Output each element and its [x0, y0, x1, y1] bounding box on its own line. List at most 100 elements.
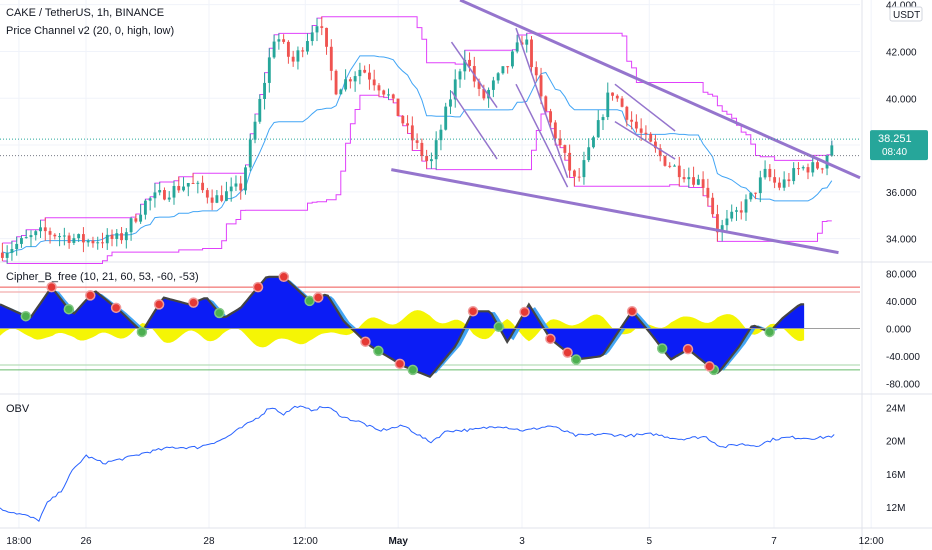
cipher-sell-dot	[704, 361, 715, 372]
candle	[630, 111, 634, 130]
wedge-lower-trendline[interactable]	[391, 168, 839, 255]
candle	[568, 144, 572, 178]
flag-trendline[interactable]	[515, 27, 569, 179]
candle-body	[105, 234, 109, 244]
currency-tag-box	[889, 6, 923, 22]
price-channel-label: Price Channel v2 (20, 0, high, low)	[6, 25, 174, 37]
candle-body	[687, 177, 691, 180]
candle	[124, 228, 128, 249]
flag-trendline[interactable]	[614, 121, 676, 160]
candle	[153, 183, 157, 208]
candle-body	[444, 106, 448, 130]
last-price-box	[870, 130, 928, 161]
candle	[15, 236, 19, 256]
candle	[558, 129, 562, 148]
candle	[105, 228, 109, 250]
candle	[420, 138, 424, 162]
price-pane[interactable]	[0, 0, 861, 264]
last-price-label[interactable]: 38.251 08:40	[870, 130, 928, 161]
candle	[62, 227, 66, 246]
price-tick: 44.000	[886, 1, 917, 12]
candle-body	[410, 125, 414, 141]
candle	[372, 69, 376, 91]
candle	[777, 177, 781, 191]
time-label: 12:00	[859, 536, 884, 547]
candle	[458, 68, 462, 88]
obv-line	[0, 405, 835, 523]
candle	[296, 46, 300, 70]
time-scale[interactable]: 18:00 26 28 12:00 May 3 5 7 12:00	[6, 536, 884, 547]
candle	[86, 238, 90, 247]
candle-body	[558, 138, 562, 146]
candle-body	[81, 234, 85, 243]
candle	[34, 229, 38, 241]
candle-body	[272, 41, 276, 58]
candle	[29, 230, 33, 247]
cipher-sell-dot	[562, 347, 573, 358]
candle-body	[801, 167, 805, 169]
wedge-upper-trendline[interactable]	[459, 0, 861, 180]
price-tick: 34.000	[886, 235, 917, 246]
candle	[129, 217, 133, 241]
candle-body	[534, 67, 538, 76]
candle-body	[110, 234, 114, 239]
candle	[201, 175, 205, 193]
candle-body	[615, 95, 619, 99]
candle	[501, 66, 505, 75]
candle-body	[477, 81, 481, 89]
price-tick: 36.000	[886, 188, 917, 199]
candle-body	[463, 59, 467, 72]
candle	[368, 64, 371, 90]
flag-trendline[interactable]	[450, 90, 498, 160]
candle-body	[539, 75, 543, 97]
currency-tag[interactable]: USDT	[889, 6, 923, 22]
candle	[172, 180, 176, 205]
obv-pane[interactable]	[0, 405, 835, 523]
candle-body	[196, 182, 200, 184]
candle-body	[48, 231, 52, 235]
candle-body	[730, 211, 734, 219]
candle	[358, 62, 362, 85]
obv-label: OBV	[6, 403, 30, 415]
candle-body	[43, 227, 47, 232]
candle	[253, 113, 257, 144]
candle	[634, 114, 638, 133]
candle	[177, 176, 181, 193]
cipher-buy-dot	[304, 295, 315, 307]
candle	[596, 110, 600, 138]
candle	[625, 105, 629, 127]
candle-body	[67, 235, 71, 243]
candle-body	[239, 183, 243, 191]
candle-body	[792, 168, 796, 182]
cipher-b-pane[interactable]	[0, 271, 860, 379]
flag-trendline[interactable]	[614, 83, 676, 132]
candle-body	[544, 96, 548, 112]
candle-body	[191, 182, 195, 184]
candle	[210, 189, 214, 211]
cipher-buy-dot	[407, 364, 419, 376]
candle	[48, 227, 52, 244]
candle	[239, 175, 243, 200]
candle	[763, 160, 767, 180]
price-scale[interactable]: 44.00042.00040.00038.00036.00034.00080.0…	[870, 1, 928, 515]
candle-body	[830, 145, 834, 156]
candle	[143, 199, 147, 220]
candle	[530, 36, 533, 75]
candle	[325, 27, 328, 55]
candle-body	[306, 41, 309, 52]
candle-body	[406, 123, 409, 126]
candle	[515, 35, 519, 54]
candle	[348, 77, 352, 89]
candle-body	[739, 210, 743, 213]
candle-body	[172, 185, 176, 198]
flag-trendline[interactable]	[450, 41, 498, 109]
price-tick: 42.000	[886, 47, 917, 58]
flag-trendline[interactable]	[515, 83, 569, 188]
candle-body	[525, 39, 529, 45]
candle-body	[587, 147, 591, 161]
candle-body	[401, 115, 405, 124]
candle-body	[115, 233, 119, 239]
candle	[620, 96, 624, 108]
candle-body	[215, 195, 219, 203]
